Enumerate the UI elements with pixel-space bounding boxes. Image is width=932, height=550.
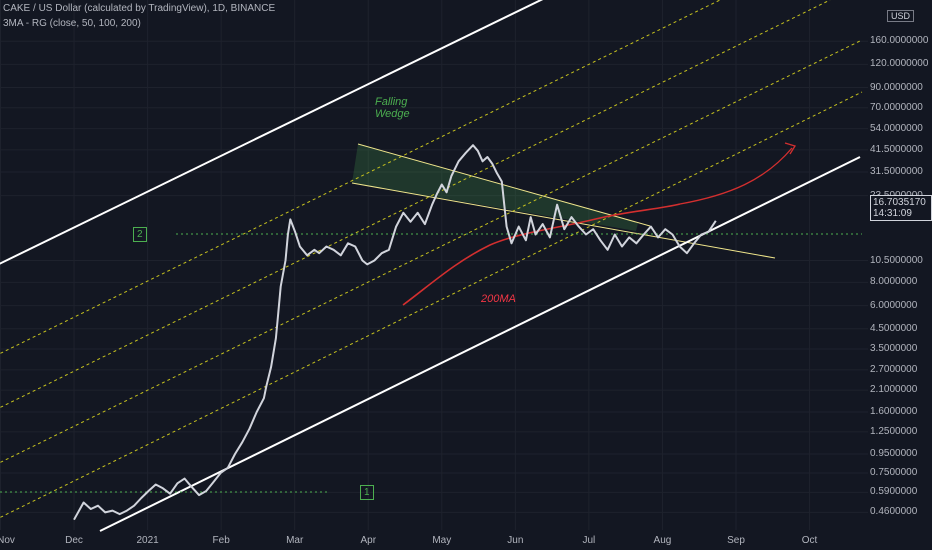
guide-line-2: [0, 0, 831, 409]
price-tick-label: 120.0000000: [870, 58, 929, 70]
price-tick-label: 70.0000000: [870, 101, 923, 113]
time-tick-label: Dec: [65, 535, 83, 546]
time-tick-label: 2021: [136, 535, 159, 546]
price-series: [73, 144, 717, 521]
projection-arrowhead: [784, 142, 797, 155]
price-tick-label: 54.0000000: [870, 122, 923, 134]
price-tick-label: 0.7500000: [870, 467, 918, 479]
price-tick-label: 3.5000000: [870, 342, 918, 354]
time-tick-label: Aug: [653, 535, 672, 546]
falling-wedge-label-1: Falling: [375, 96, 408, 108]
time-tick-label: Jul: [582, 535, 596, 546]
time-tick-label: Feb: [212, 535, 230, 546]
wedge-lower-line: [351, 182, 776, 259]
currency-badge[interactable]: USD: [886, 10, 914, 22]
current-price-tag: 16.7035170 14:31:09: [870, 195, 932, 221]
indicator-label[interactable]: 3MA - RG (close, 50, 100, 200): [3, 18, 141, 29]
drawing-overlays: [0, 0, 863, 532]
falling-wedge-fill: [352, 144, 638, 231]
price-tick-label: 8.0000000: [870, 276, 918, 288]
price-line: [73, 144, 717, 521]
price-tick-label: 1.2500000: [870, 425, 918, 437]
price-tick-label: 1.6000000: [870, 406, 918, 417]
price-tick-label: 0.5900000: [870, 486, 918, 498]
ma200-line: [402, 203, 681, 306]
guide-line-1: [0, 0, 721, 355]
guide-line-4: [0, 91, 863, 519]
time-tick-label: Apr: [360, 535, 377, 546]
time-tick-label: Mar: [286, 535, 304, 546]
bar-countdown: 14:31:09: [873, 208, 912, 219]
time-tick-label: Oct: [801, 535, 818, 546]
wedge-upper-line: [357, 143, 651, 227]
price-tick-label: 10.5000000: [870, 254, 923, 266]
price-tick-label: 41.5000000: [870, 143, 923, 155]
ma200-label: 200MA: [481, 293, 516, 305]
price-tick-label: 2.7000000: [870, 363, 918, 375]
price-tick-label: 0.4600000: [870, 506, 918, 518]
time-tick-label: May: [432, 535, 452, 546]
price-tick-label: 0.9500000: [870, 447, 918, 459]
grid-lines: [0, 0, 868, 530]
channel-lower-line: [99, 156, 861, 532]
price-tick-label: 31.5000000: [870, 166, 923, 178]
price-tick-label: 90.0000000: [870, 81, 923, 93]
guide-line-3: [0, 39, 863, 464]
symbol-title[interactable]: CAKE / US Dollar (calculated by TradingV…: [3, 3, 276, 14]
projection-arrow: [679, 147, 793, 205]
price-tick-label: 4.5000000: [870, 322, 918, 334]
time-tick-label: Nov: [0, 535, 15, 546]
current-price-value: 16.7035170: [873, 197, 926, 208]
time-tick-label: Jun: [507, 535, 524, 546]
price-tick-label: 6.0000000: [870, 299, 918, 311]
level-box-2: 2: [133, 227, 147, 242]
time-tick-label: Sep: [727, 535, 745, 546]
level-box-1: 1: [360, 485, 374, 500]
price-tick-label: 160.0000000: [870, 35, 929, 47]
price-tick-label: 2.1000000: [870, 384, 918, 396]
channel-upper-line: [0, 0, 544, 265]
falling-wedge-label-2: Wedge: [375, 108, 410, 120]
